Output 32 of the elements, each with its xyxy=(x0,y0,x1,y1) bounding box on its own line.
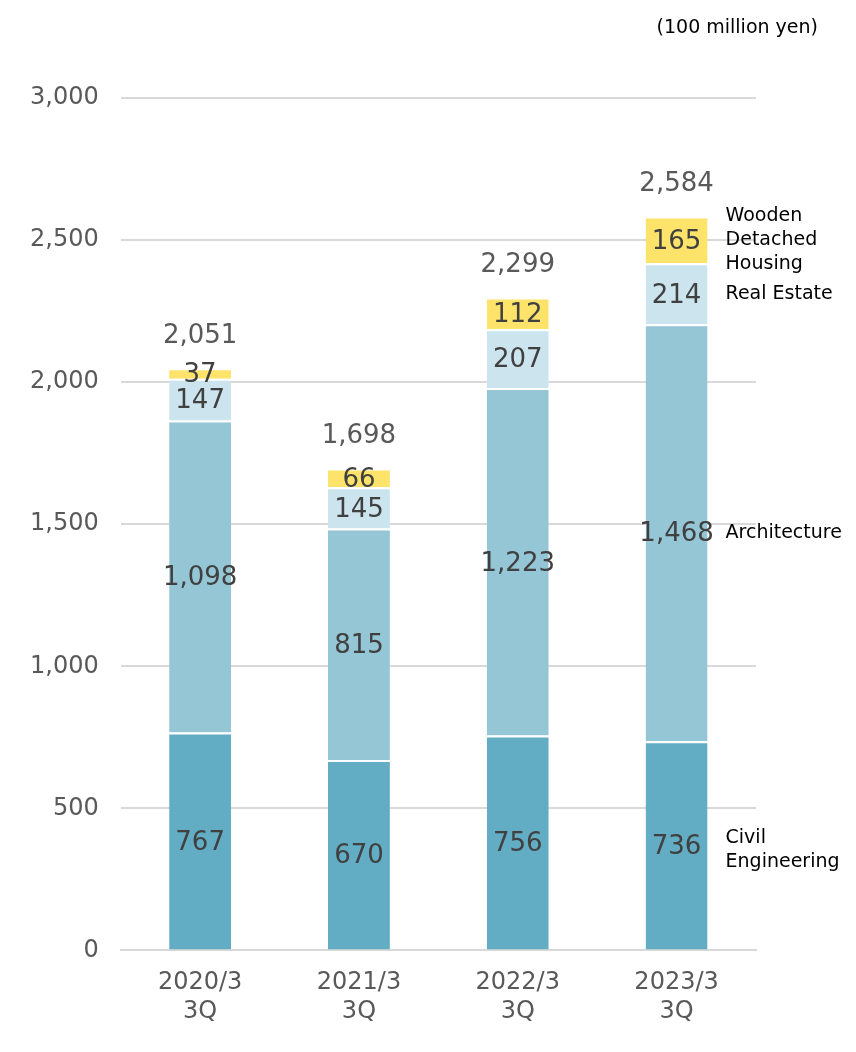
x-tick-label: 2021/3 3Q xyxy=(316,967,402,1024)
total-label: 2,051 xyxy=(162,318,238,349)
data-label: 756 xyxy=(492,827,543,858)
data-label: 112 xyxy=(492,298,543,329)
y-tick-label: 1,500 xyxy=(29,508,99,537)
y-tick-label: 2,000 xyxy=(29,366,99,395)
data-label: 165 xyxy=(651,224,702,255)
y-tick-label: 500 xyxy=(52,792,99,821)
total-label: 2,299 xyxy=(480,248,555,279)
y-tick-label: 2,500 xyxy=(29,224,99,253)
y-tick-label: 3,000 xyxy=(29,82,99,111)
series-label: Real Estate xyxy=(725,280,833,303)
y-axis-title: (100 million yen) xyxy=(656,14,818,37)
data-label: 670 xyxy=(334,839,384,870)
data-label: 207 xyxy=(492,343,543,374)
series-label: Architecture xyxy=(725,519,842,542)
y-tick-label: 1,000 xyxy=(29,650,99,679)
total-label: 2,584 xyxy=(639,167,714,198)
data-label: 66 xyxy=(342,462,376,493)
data-label: 767 xyxy=(175,825,225,856)
x-tick-label: 2023/3 3Q xyxy=(634,967,719,1024)
x-tick-label: 2022/3 3Q xyxy=(475,967,560,1024)
data-label: 214 xyxy=(651,278,702,309)
data-label: 815 xyxy=(334,629,384,659)
series-label: Civil Engineering xyxy=(725,825,840,872)
series-label: Wooden Detached Housing xyxy=(725,202,818,273)
total-label: 1,698 xyxy=(321,419,397,450)
y-tick-label: 0 xyxy=(83,934,99,963)
data-label: 736 xyxy=(651,830,702,861)
x-tick-label: 2020/3 3Q xyxy=(157,967,243,1024)
data-label: 145 xyxy=(334,492,384,523)
data-label: 147 xyxy=(175,384,225,415)
